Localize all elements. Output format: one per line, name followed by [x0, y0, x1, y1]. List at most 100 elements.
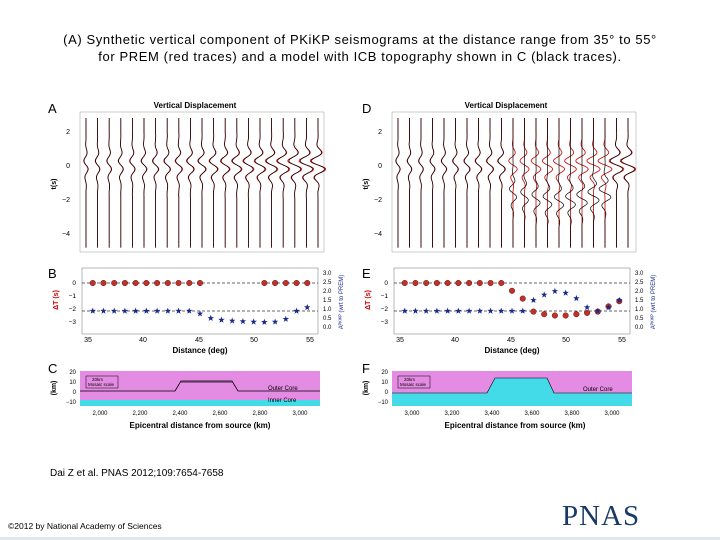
- amplitude-star-point: [498, 307, 505, 314]
- amplitude-star-point: [207, 314, 214, 321]
- panel-e-rtick: 1.5: [635, 298, 644, 304]
- panel-c-xlabel: Epicentral distance from source (km): [130, 421, 271, 430]
- model-trace: [463, 118, 471, 248]
- panel-e-rtick: 2.5: [635, 280, 644, 286]
- delta-t-point: [132, 280, 139, 287]
- amplitude-star-point: [455, 307, 462, 314]
- amplitude-star-point: [228, 317, 236, 324]
- panel-b-ytick: −2: [69, 306, 77, 313]
- panel-b-xtick: 50: [250, 337, 258, 344]
- panel-f-inner-core-fill: [392, 378, 632, 400]
- model-trace: [621, 118, 635, 248]
- model-trace: [265, 118, 278, 248]
- panel-f: F 20km Mosaic scale Outer Core (km) 20 1…: [362, 361, 632, 430]
- model-trace: [486, 118, 494, 248]
- amplitude-star-point: [433, 307, 441, 314]
- panel-e-ylabel-right: Aᴾᴷᴵᴷᴾ (wrt to PREM): [650, 275, 657, 329]
- panel-c-inner-core-label: Inner Core: [268, 398, 297, 404]
- amplitude-star-point: [293, 307, 300, 314]
- amplitude-star-point: [401, 307, 408, 314]
- panel-d-traces: [395, 118, 637, 248]
- pnas-logo: PNAS: [562, 500, 641, 532]
- panel-f-xtick: 3,400: [484, 411, 500, 417]
- delta-t-point: [272, 280, 279, 287]
- amplitude-star-point: [239, 318, 247, 325]
- model-trace: [220, 118, 230, 248]
- panel-b-ylabel: ΔT (s): [53, 290, 60, 310]
- title-line-1: (A) Synthetic vertical component of PKiK…: [63, 32, 657, 47]
- panel-c-scale-box: [85, 375, 119, 389]
- panel-a-frame: [79, 111, 325, 253]
- panel-f-xtick: 3,000: [404, 411, 420, 417]
- amplitude-star-point: [540, 291, 548, 298]
- panel-c-ytick: 0: [73, 390, 77, 396]
- panel-f-box-label: 20km: [404, 377, 415, 382]
- model-trace: [509, 118, 517, 248]
- delta-t-point: [196, 280, 203, 287]
- amplitude-star-point: [476, 307, 484, 314]
- panel-b-ytick: −1: [69, 293, 77, 300]
- model-trace: [141, 118, 147, 248]
- panel-e-rtick: 0.0: [635, 325, 644, 331]
- panel-c-xtick: 2,800: [252, 411, 268, 417]
- panel-b-xlabel: Distance (deg): [172, 346, 227, 355]
- model-trace: [209, 118, 218, 248]
- model-trace: [175, 118, 183, 248]
- delta-t-point: [530, 308, 537, 315]
- panel-f-icb-topography: [392, 377, 632, 394]
- model-trace: [311, 118, 325, 248]
- model-trace: [531, 118, 541, 248]
- delta-t-point: [498, 280, 505, 287]
- panel-f-letter: F: [362, 361, 370, 376]
- panel-b-xtick: 40: [139, 337, 147, 344]
- panel-e-xtick: 55: [618, 337, 626, 344]
- amplitude-star-point: [422, 307, 430, 314]
- model-trace: [198, 118, 206, 248]
- model-trace: [598, 118, 612, 248]
- model-trace: [452, 118, 459, 248]
- panel-c-xtick: 2,200: [132, 411, 148, 417]
- model-trace: [288, 118, 302, 248]
- panel-d: D Vertical Displacement t(s) 2 0 −2 −4: [362, 101, 637, 253]
- delta-t-point: [293, 280, 300, 287]
- panel-f-ytick: 10: [381, 380, 388, 386]
- delta-t-point: [541, 311, 548, 318]
- slide-title: (A) Synthetic vertical component of PKiK…: [0, 31, 720, 65]
- model-trace: [118, 118, 124, 248]
- model-trace: [542, 118, 553, 248]
- panel-c-outer-core-fill: [80, 371, 320, 400]
- model-trace: [186, 118, 195, 248]
- amplitude-star-point: [261, 318, 268, 325]
- bottom-divider: [0, 537, 720, 540]
- panel-e-rtick: 0.5: [635, 316, 644, 322]
- panel-e-xtick: 50: [562, 337, 570, 344]
- panel-b-frame: [81, 267, 319, 335]
- panel-a-ytick: 0: [66, 163, 70, 170]
- panel-e-rtick: 3.0: [635, 271, 644, 277]
- model-trace: [163, 118, 171, 248]
- amplitude-star-point: [573, 295, 580, 302]
- amplitude-star-point: [487, 307, 494, 314]
- model-trace: [277, 118, 290, 248]
- amplitude-star-point: [551, 287, 559, 294]
- panel-b-rtick: 2.0: [323, 289, 332, 295]
- panel-b-rtick: 1.0: [323, 307, 332, 313]
- panel-a-letter: A: [48, 101, 57, 116]
- panel-a-ytick: 2: [66, 129, 70, 136]
- panel-f-box-label: Mosaic scale: [400, 382, 427, 387]
- panel-e-marks: [401, 280, 623, 319]
- panel-c-ytick: 10: [69, 380, 76, 386]
- model-trace: [407, 118, 412, 248]
- panel-e-rtick: 1.0: [635, 307, 644, 313]
- panel-a-title: Vertical Displacement: [154, 101, 237, 110]
- panel-a-traces: [83, 118, 327, 248]
- delta-t-point: [487, 280, 494, 287]
- panel-b-rtick: 3.0: [323, 271, 332, 277]
- delta-t-point: [562, 312, 569, 319]
- delta-t-point: [175, 280, 182, 287]
- amplitude-star-point: [250, 318, 257, 325]
- delta-t-point: [519, 295, 526, 302]
- delta-t-point: [111, 280, 118, 287]
- amplitude-star-point: [616, 296, 623, 303]
